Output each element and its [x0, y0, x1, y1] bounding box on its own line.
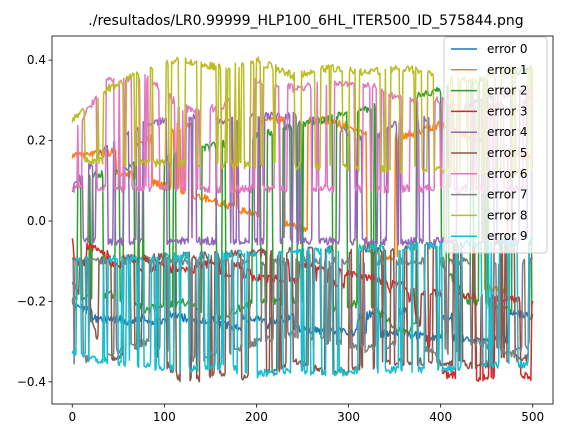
x-tick-label: 300 [337, 410, 360, 424]
legend-label: error 9 [487, 229, 528, 243]
legend-label: error 6 [487, 167, 528, 181]
y-tick-label: 0.4 [27, 53, 46, 67]
axes-frame [51, 35, 554, 405]
legend-label: error 5 [487, 146, 528, 160]
legend-label: error 7 [487, 188, 528, 202]
legend-label: error 3 [487, 104, 528, 118]
chart-title: ./resultados/LR0.99999_HLP100_6HL_ITER50… [88, 13, 523, 29]
legend-label: error 0 [487, 42, 528, 56]
legend: error 0 error 1 error 2 error 3 error 4 error… [443, 36, 548, 254]
legend-label: error 4 [487, 125, 528, 139]
x-tick-label: 400 [429, 410, 452, 424]
y-tick-label: −0.4 [17, 375, 46, 389]
x-tick-label: 0 [68, 410, 76, 424]
legend-label: error 2 [487, 84, 528, 98]
x-tick-label: 200 [245, 410, 268, 424]
legend-label: error 1 [487, 63, 528, 77]
legend-label: error 8 [487, 208, 528, 222]
axes: 0 100 200 300 400 500 −0.4 −0.2 0.0 0.2 0.4 [17, 35, 554, 424]
y-tick-label: −0.2 [17, 294, 46, 308]
y-tick-label: 0.2 [27, 134, 46, 148]
y-tick-label: 0.0 [27, 214, 46, 228]
x-tick-label: 100 [153, 410, 176, 424]
plot-area [71, 56, 534, 383]
x-tick-label: 500 [521, 410, 544, 424]
series-line-9 [71, 236, 534, 379]
